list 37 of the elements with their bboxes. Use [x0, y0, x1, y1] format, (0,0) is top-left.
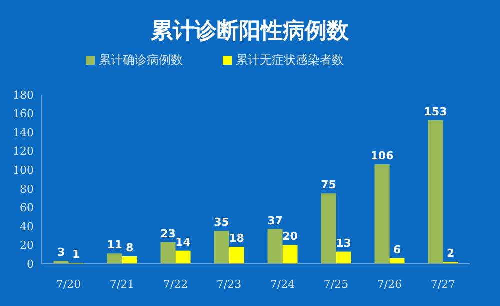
data-label: 3 [57, 246, 66, 260]
y-tick-label: 140 [13, 126, 34, 140]
chart-title: 累计诊断阳性病例数 [150, 18, 350, 46]
x-tick-label: 7/20 [56, 278, 82, 291]
y-tick-label: 0 [27, 258, 34, 271]
data-label: 1 [72, 248, 80, 262]
x-tick-label: 7/23 [216, 278, 242, 291]
x-tick-label: 7/21 [110, 278, 135, 291]
y-tick-label: 20 [20, 239, 34, 252]
data-label: 13 [336, 236, 352, 250]
data-label: 18 [229, 232, 244, 246]
y-tick-label: 40 [20, 220, 34, 234]
x-tick-label: 7/24 [270, 278, 296, 291]
x-tick-label: 7/22 [163, 278, 188, 291]
data-label: 14 [176, 236, 192, 249]
y-tick-label: 120 [13, 145, 34, 158]
y-tick-label: 180 [13, 88, 34, 102]
data-label: 20 [282, 230, 298, 244]
data-label: 6 [393, 243, 402, 256]
data-label: 8 [126, 241, 134, 254]
x-tick-label: 7/26 [377, 278, 402, 291]
data-label: 11 [107, 238, 122, 252]
data-label: 75 [321, 178, 336, 192]
y-tick-label: 100 [13, 164, 34, 178]
y-tick-label: 60 [20, 202, 34, 215]
y-tick-label: 160 [13, 108, 34, 121]
data-label: 37 [268, 214, 283, 228]
x-tick-label: 7/25 [324, 278, 349, 291]
legend-label: 累计确诊病例数 [99, 53, 183, 67]
x-tick-label: 7/27 [430, 278, 456, 291]
data-label: 153 [424, 105, 448, 118]
data-label: 23 [160, 227, 176, 240]
data-label: 106 [370, 149, 394, 162]
legend-label: 累计无症状感染者数 [236, 53, 344, 67]
y-tick-label: 80 [20, 182, 34, 196]
data-label: 2 [446, 247, 455, 260]
data-label: 35 [214, 216, 230, 230]
